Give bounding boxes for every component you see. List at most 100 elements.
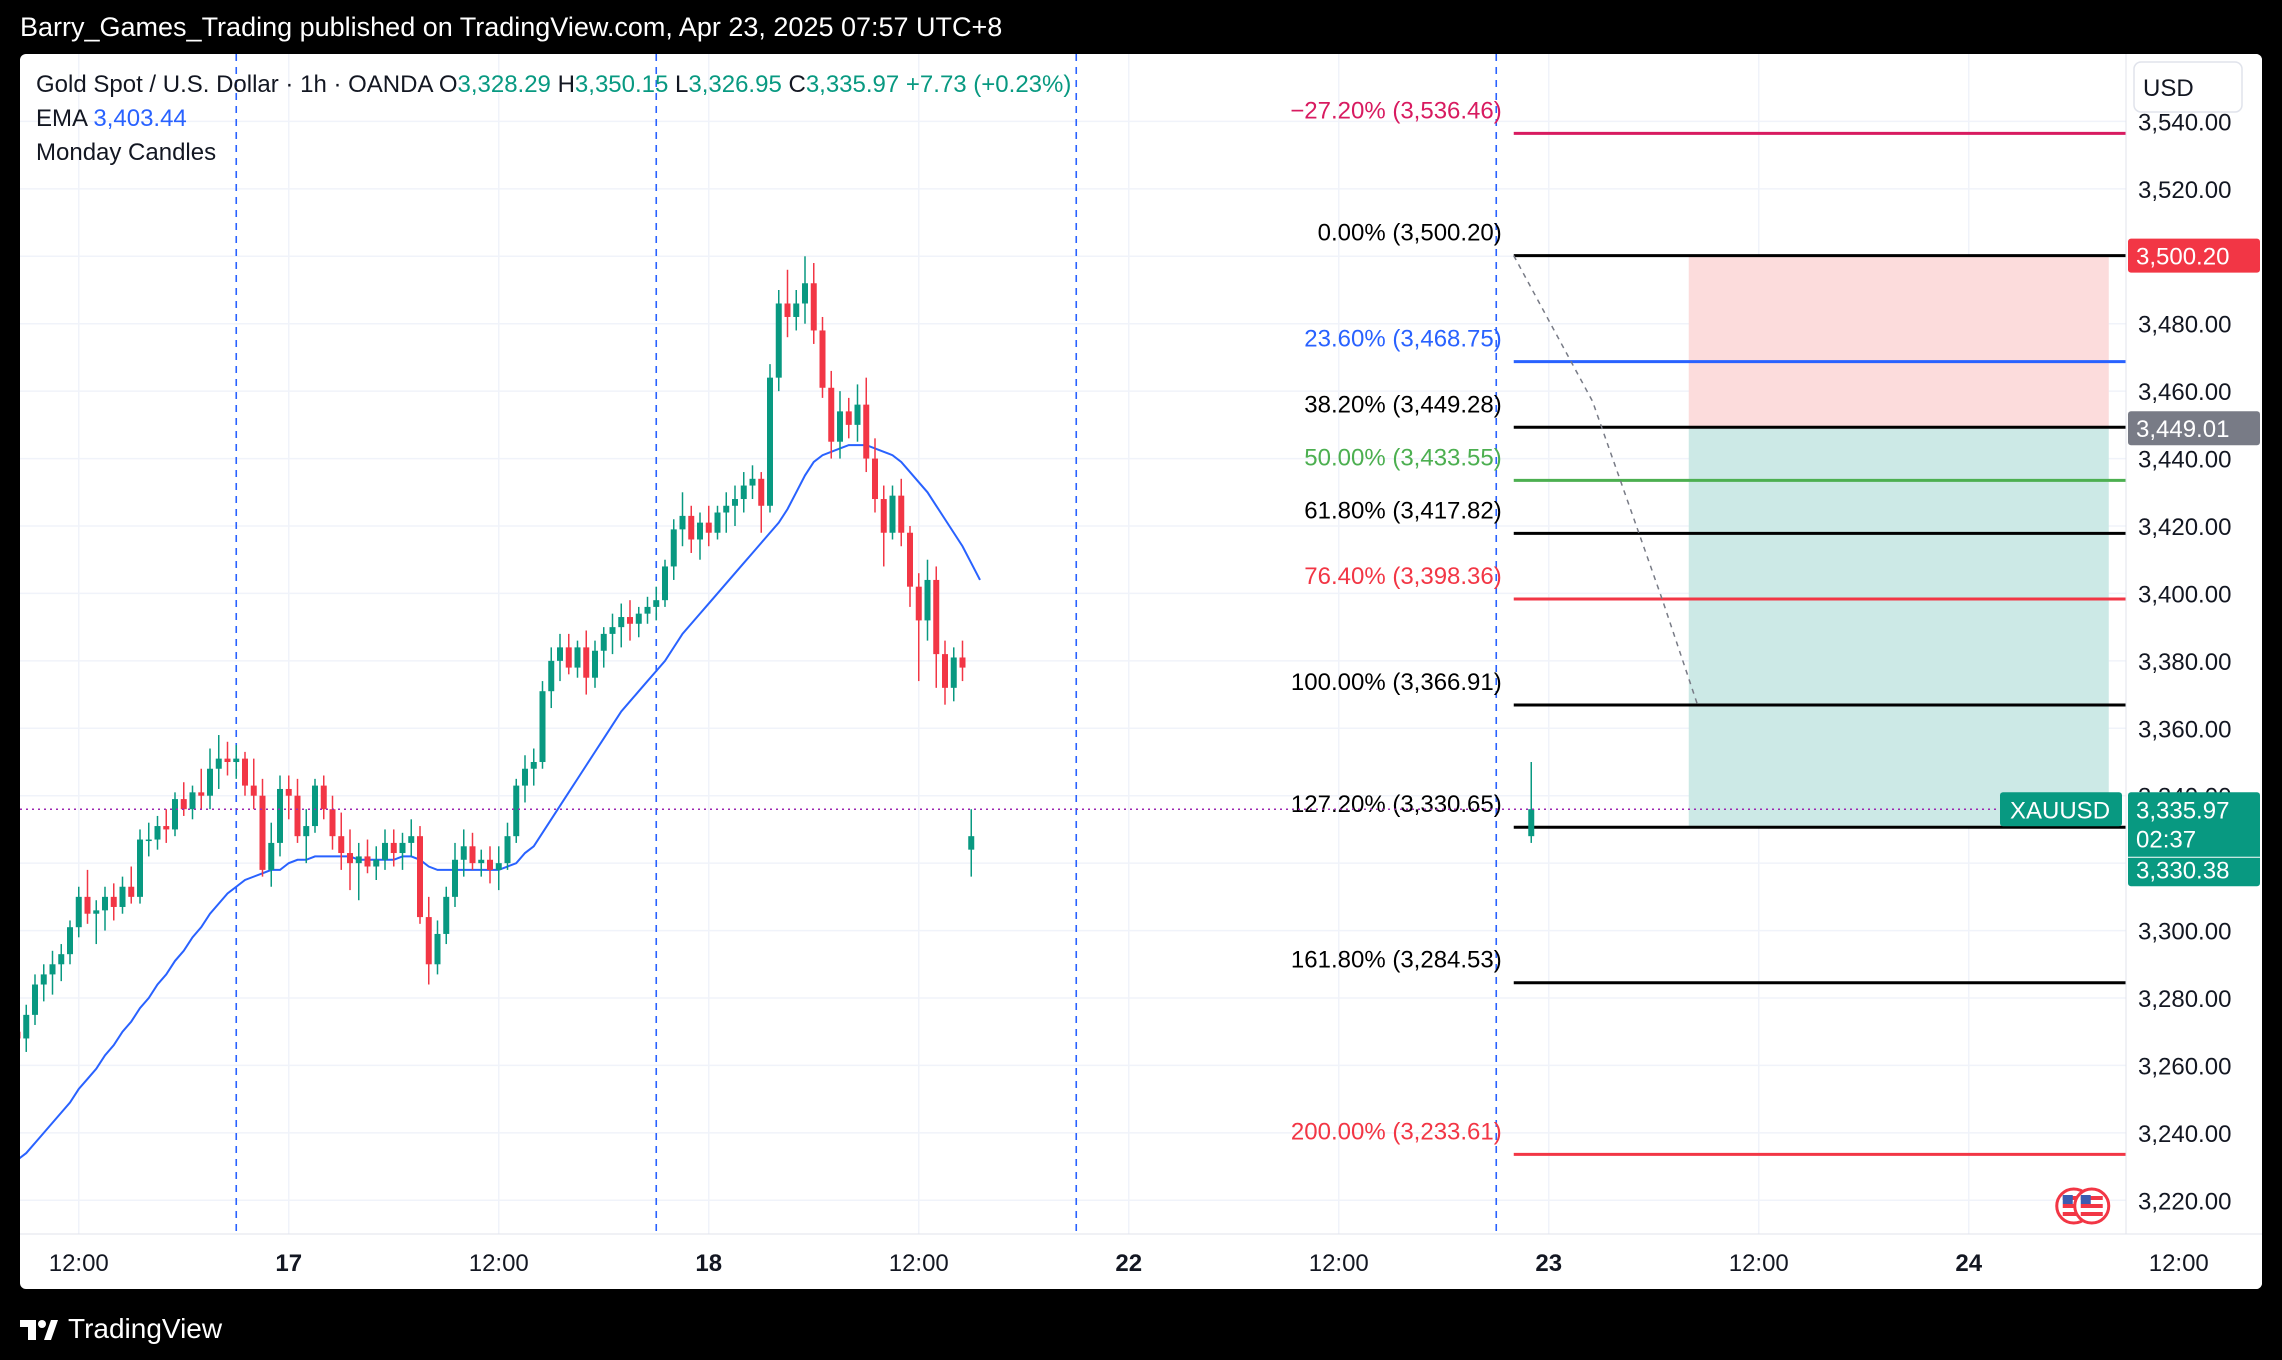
candle-body[interactable] [303,826,310,837]
candle-body[interactable] [504,836,511,864]
candle-body[interactable] [802,283,808,304]
candle-body[interactable] [705,522,712,533]
candle-body[interactable] [172,799,178,830]
candle-body[interactable] [723,505,730,513]
candle-body[interactable] [810,283,817,331]
candle-body[interactable] [548,660,555,692]
candle-body[interactable] [644,606,651,614]
candle-body[interactable] [933,579,940,655]
candle-body[interactable] [565,647,572,668]
candle-body[interactable] [452,859,458,897]
reward-zone[interactable] [1688,428,2109,828]
candle-body[interactable] [539,691,546,762]
candle-body[interactable] [854,404,861,425]
candle-body[interactable] [872,458,878,500]
candle-body[interactable] [924,579,931,621]
candle-body[interactable] [609,627,616,634]
candle-body[interactable] [425,917,432,965]
candle-body[interactable] [784,303,791,317]
candle-body[interactable] [93,910,100,914]
candle-body[interactable] [373,859,380,867]
candle-body[interactable] [898,495,905,533]
candle-body[interactable] [592,650,598,678]
candle-body[interactable] [749,478,756,486]
candle-body[interactable] [32,984,38,1015]
candle-body[interactable] [49,964,56,975]
candle-body[interactable] [767,377,773,506]
candle-body[interactable] [478,859,485,864]
candle-body[interactable] [285,788,292,796]
candle-body[interactable] [20,1031,21,1039]
candle-body[interactable] [312,785,318,827]
candle-body[interactable] [845,411,852,425]
candle-body[interactable] [268,842,275,870]
risk-zone[interactable] [1688,255,2109,429]
candle-body[interactable] [294,795,301,837]
candle-body[interactable] [23,1014,30,1039]
tradingview-logo[interactable]: TradingView [20,1313,222,1345]
candle-body[interactable] [635,613,642,624]
candle-body[interactable] [67,927,73,955]
candle-body[interactable] [837,411,843,442]
candle-body[interactable] [119,886,126,907]
candle-body[interactable] [460,846,467,860]
candle-body[interactable] [889,495,896,533]
candle-body[interactable] [443,896,450,934]
candle-body[interactable] [1528,809,1535,837]
candle-body[interactable] [950,657,957,688]
candle-body[interactable] [434,933,441,965]
candle-body[interactable] [557,647,563,661]
candle-body[interactable] [670,529,677,567]
candle-body[interactable] [233,758,240,762]
candle-body[interactable] [207,768,213,796]
candle-body[interactable] [959,657,966,668]
candle-body[interactable] [600,633,607,651]
candle-body[interactable] [618,617,625,628]
candle-body[interactable] [355,856,362,864]
candle-body[interactable] [40,974,47,985]
candle-body[interactable] [530,762,537,769]
candle-body[interactable] [110,896,117,907]
candle-body[interactable] [338,836,345,854]
candle-body[interactable] [697,522,703,540]
candle-body[interactable] [154,826,161,840]
candle-body[interactable] [653,600,660,607]
candle-body[interactable] [137,839,143,897]
chart-pane[interactable]: −27.20% (3,536.46) 0.00% (3,500.20) 23.60%… [20,54,2262,1289]
candle-body[interactable] [259,795,266,870]
candle-body[interactable] [224,758,231,762]
candle-body[interactable] [775,303,782,378]
candle-body[interactable] [198,792,205,796]
candle-body[interactable] [495,863,502,870]
candle-body[interactable] [382,842,388,860]
candle-body[interactable] [469,846,476,864]
candle-body[interactable] [627,617,633,624]
candle-body[interactable] [968,836,975,850]
candle-body[interactable] [408,836,415,843]
legend-indicator-row[interactable]: Monday Candles [36,136,1071,170]
candle-body[interactable] [163,826,170,830]
candle-body[interactable] [915,586,922,621]
candle-body[interactable] [574,647,581,668]
candle-body[interactable] [399,842,406,854]
candle-body[interactable] [58,954,65,965]
currency-button[interactable] [2133,61,2243,113]
candle-body[interactable] [942,654,948,688]
candle-body[interactable] [84,896,91,914]
candle-body[interactable] [513,785,520,837]
candle-body[interactable] [329,809,336,837]
candle-body[interactable] [907,532,913,587]
price-chart[interactable]: −27.20% (3,536.46) 0.00% (3,500.20) 23.60%… [20,54,2262,1289]
candle-body[interactable] [145,839,152,842]
candle-body[interactable] [863,404,870,459]
candle-body[interactable] [320,785,327,810]
candle-body[interactable] [364,856,371,867]
ema-line[interactable] [20,444,981,1177]
candle-body[interactable] [880,499,887,533]
candle-body[interactable] [714,512,721,533]
candle-body[interactable] [417,836,423,918]
candle-body[interactable] [688,515,695,540]
candle-body[interactable] [242,758,248,786]
candle-body[interactable] [487,859,493,870]
candle-body[interactable] [277,788,283,843]
